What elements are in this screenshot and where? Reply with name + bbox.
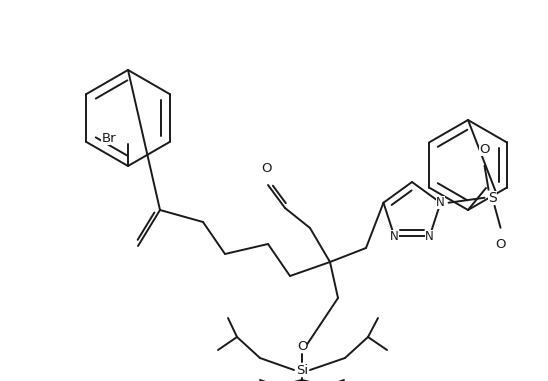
- Text: O: O: [480, 143, 490, 156]
- Text: Br: Br: [101, 131, 116, 144]
- Text: N: N: [390, 230, 399, 243]
- Text: O: O: [261, 162, 271, 175]
- Text: S: S: [488, 191, 497, 205]
- Text: O: O: [297, 339, 307, 352]
- Text: Si: Si: [296, 363, 308, 376]
- Text: O: O: [495, 238, 506, 251]
- Text: N: N: [425, 230, 434, 243]
- Text: N: N: [436, 196, 445, 209]
